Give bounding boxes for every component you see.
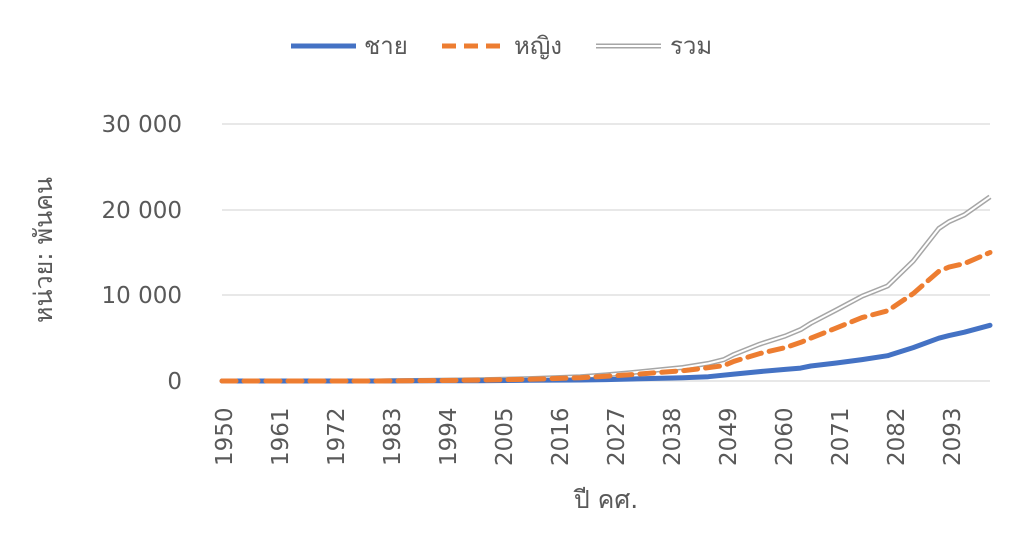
y-axis-tick-labels: 0 10 000 20 000 30 000 — [102, 112, 182, 395]
x-tick-label: 2005 — [492, 407, 518, 466]
x-tick-label: 2038 — [660, 407, 686, 466]
legend-label-male: ชาย — [364, 32, 408, 60]
x-tick-label: 2071 — [828, 407, 854, 466]
series-layer — [219, 194, 993, 384]
gridlines — [222, 123, 990, 382]
x-tick-label: 2082 — [884, 407, 910, 466]
x-axis-tick-labels: 1950 1961 1972 1983 1994 2005 2016 2027 … — [212, 407, 966, 466]
legend-item-female: หญิง — [442, 32, 562, 60]
x-tick-label: 1994 — [436, 407, 462, 466]
x-tick-label: 2060 — [772, 407, 798, 466]
series-line-female — [219, 250, 993, 384]
y-tick-label: 20 000 — [102, 198, 182, 224]
series-line-total-outer — [222, 194, 992, 384]
x-tick-label: 2027 — [604, 407, 630, 466]
legend-label-female: หญิง — [514, 32, 562, 60]
y-tick-label: 0 — [167, 369, 182, 395]
x-tick-label: 2049 — [716, 407, 742, 466]
legend-item-male: ชาย — [291, 32, 408, 60]
x-tick-label: 2016 — [548, 407, 574, 466]
legend-label-total: รวม — [670, 32, 712, 60]
y-tick-label: 30 000 — [102, 112, 182, 138]
x-tick-label: 1983 — [380, 407, 406, 466]
x-tick-label: 1972 — [324, 407, 350, 466]
x-tick-label: 2093 — [940, 407, 966, 466]
x-tick-label: 1950 — [212, 407, 238, 466]
y-tick-label: 10 000 — [102, 283, 182, 309]
x-axis-title: ปี คศ. — [573, 485, 638, 514]
legend-item-total: รวม — [596, 32, 712, 60]
y-axis-title: หน่วย: พันคน — [29, 177, 58, 323]
x-tick-label: 1961 — [268, 407, 294, 466]
legend: ชาย หญิง รวม — [291, 32, 712, 60]
